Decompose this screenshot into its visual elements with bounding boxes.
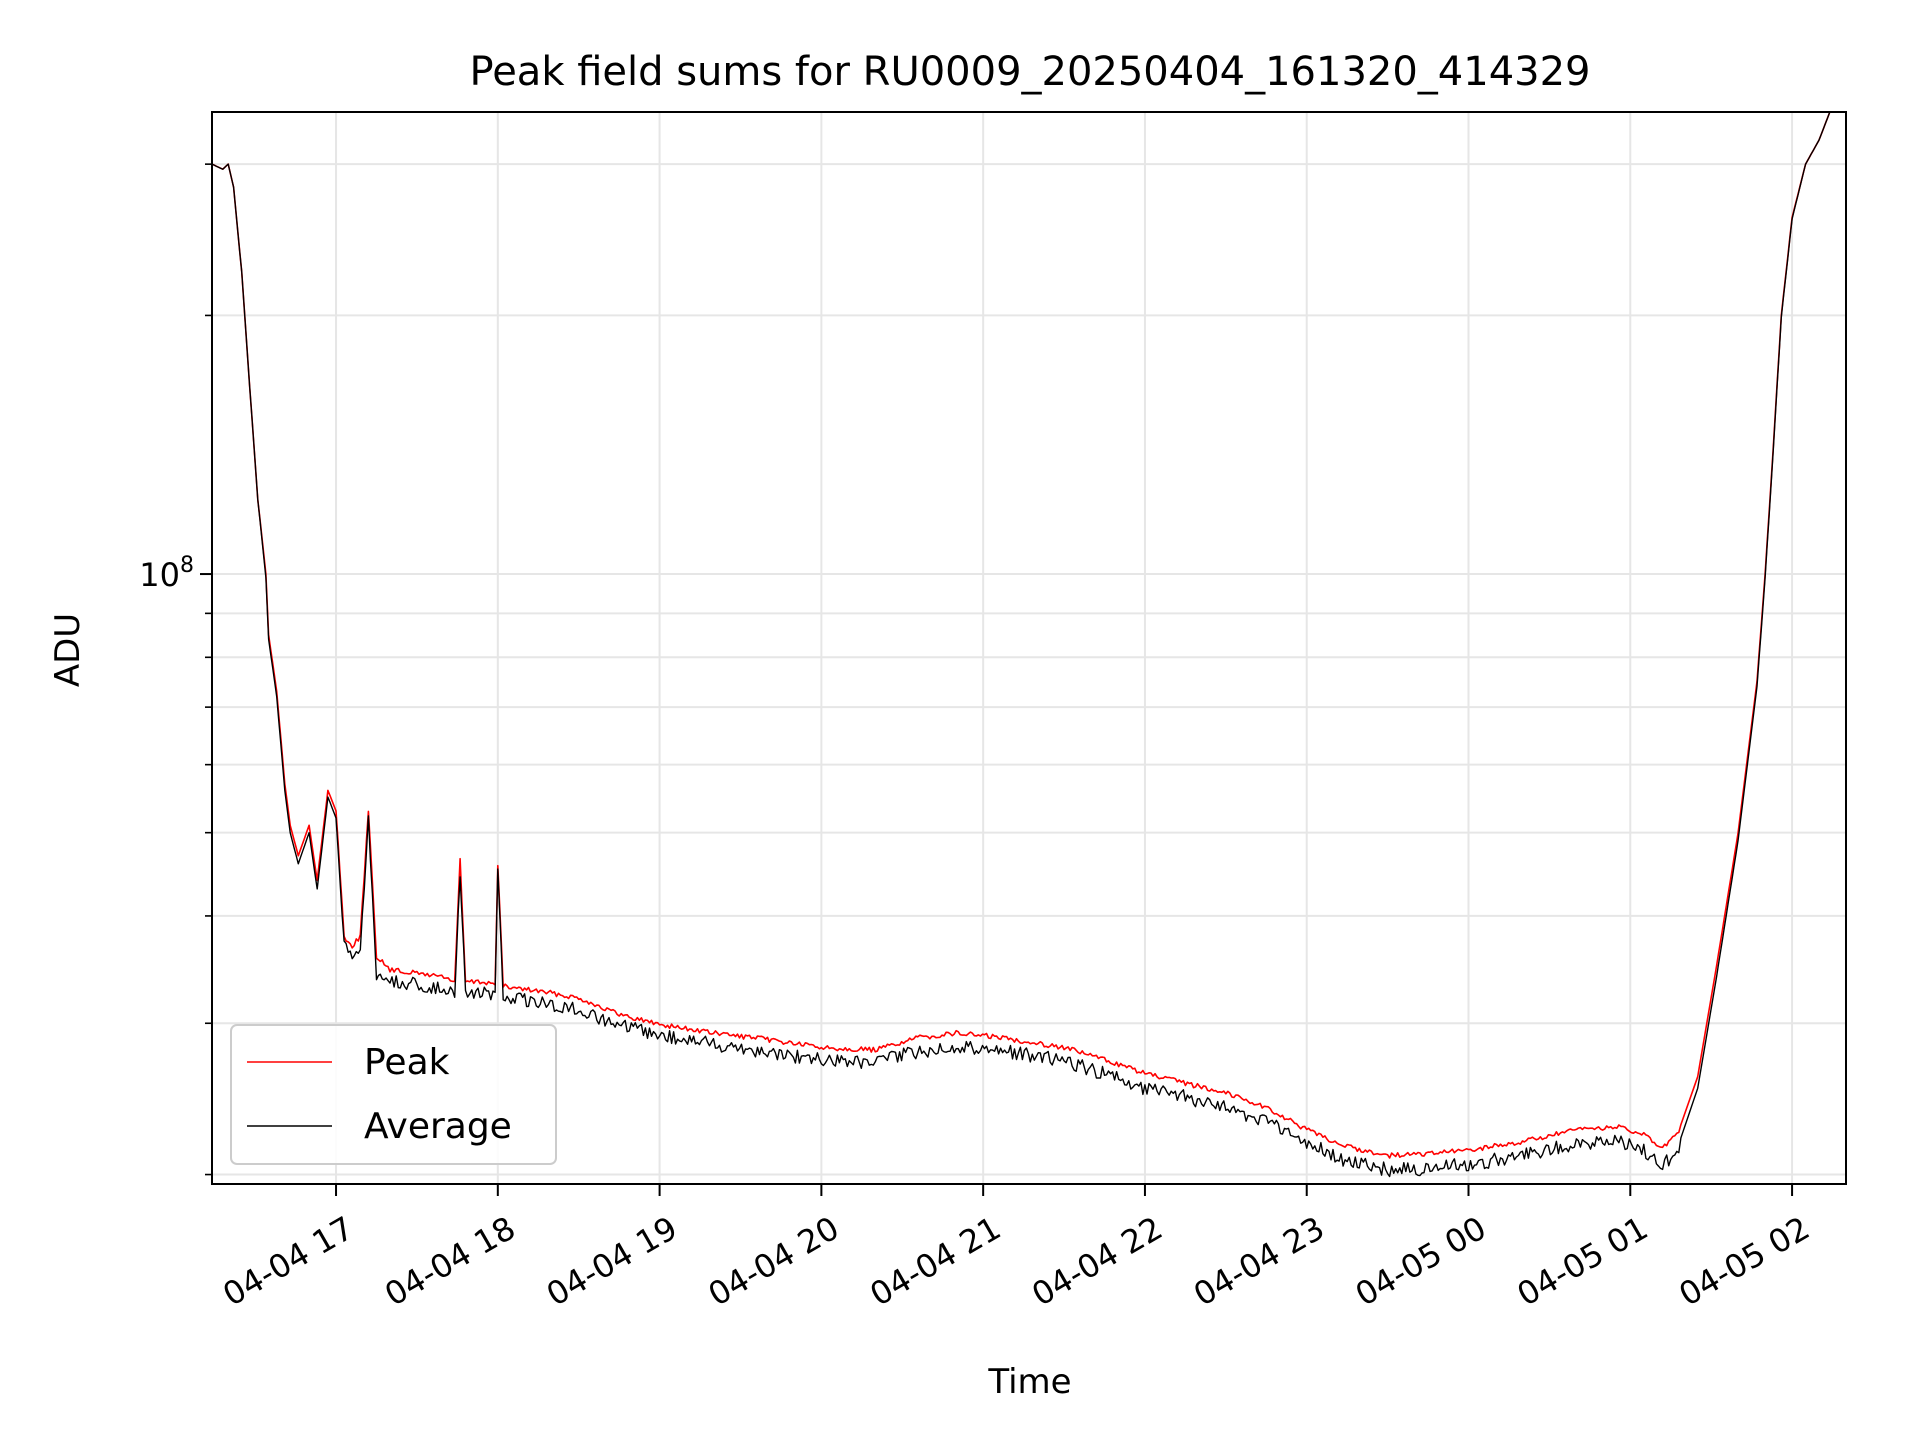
series-line-peak [211,111,1831,1159]
series-lines [211,111,1831,1178]
legend: Peak Average [230,1024,557,1165]
y-axis-label: ADU [48,613,88,687]
legend-box [230,1024,557,1165]
series-line-average [211,111,1831,1178]
chart-title: Peak field sums for RU0009_20250404_1613… [470,49,1591,95]
grid-lines [212,112,1846,1184]
legend-label-peak: Peak [364,1042,450,1083]
legend-label-average: Average [364,1106,512,1147]
x-axis-label: Time [987,1362,1071,1402]
plot-frame [211,111,1847,1185]
y-axis-ticks: 108 [139,163,212,1176]
y-tick-label: 108 [139,553,194,594]
